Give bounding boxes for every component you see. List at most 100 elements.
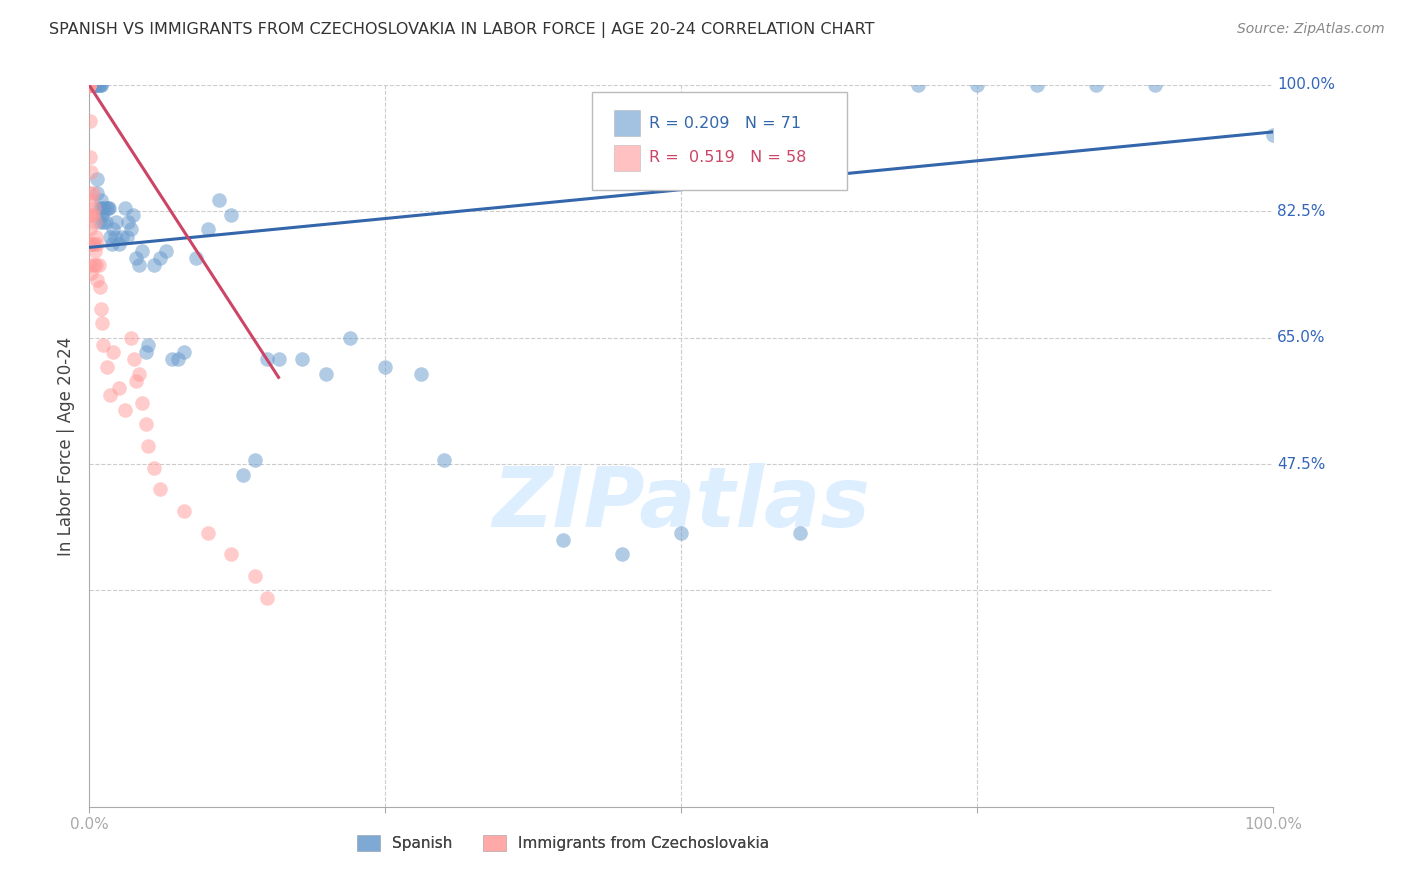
Point — [136, 439, 159, 453]
Point — [79, 208, 101, 222]
Point — [120, 331, 142, 345]
Point — [96, 359, 118, 374]
Point — [84, 244, 107, 258]
Point — [107, 236, 129, 251]
Point — [100, 236, 122, 251]
Point — [256, 352, 278, 367]
Point — [409, 367, 432, 381]
Point — [79, 259, 101, 273]
Point — [90, 194, 112, 208]
Legend: Spanish, Immigrants from Czechoslovakia: Spanish, Immigrants from Czechoslovakia — [350, 829, 775, 857]
Point — [125, 251, 148, 265]
Point — [730, 164, 752, 178]
Bar — [614, 111, 640, 136]
Point — [97, 201, 120, 215]
Point — [105, 215, 128, 229]
FancyBboxPatch shape — [592, 92, 846, 190]
Point — [149, 251, 172, 265]
Point — [135, 345, 157, 359]
Point — [131, 395, 153, 409]
Point — [91, 316, 114, 330]
Point — [89, 280, 111, 294]
Point — [82, 236, 104, 251]
Point — [90, 78, 112, 92]
Point — [167, 352, 190, 367]
Point — [966, 78, 988, 92]
Point — [136, 338, 159, 352]
Point — [114, 402, 136, 417]
Point — [219, 547, 242, 561]
Point — [93, 201, 115, 215]
Point — [80, 266, 103, 280]
Point — [256, 591, 278, 605]
Point — [143, 259, 166, 273]
Point — [79, 114, 101, 128]
Point — [232, 467, 254, 482]
Y-axis label: In Labor Force | Age 20-24: In Labor Force | Age 20-24 — [58, 336, 75, 556]
Point — [291, 352, 314, 367]
Point — [374, 359, 396, 374]
Point — [100, 388, 122, 402]
Point — [80, 194, 103, 208]
Point — [82, 186, 104, 201]
Point — [125, 374, 148, 388]
Point — [77, 78, 100, 92]
Point — [77, 78, 100, 92]
Text: 100.0%: 100.0% — [1277, 78, 1336, 93]
Point — [243, 569, 266, 583]
Point — [84, 229, 107, 244]
Point — [1084, 78, 1107, 92]
Point — [135, 417, 157, 432]
Point — [143, 460, 166, 475]
Point — [83, 259, 105, 273]
Point — [80, 236, 103, 251]
Text: Source: ZipAtlas.com: Source: ZipAtlas.com — [1237, 22, 1385, 37]
Point — [77, 78, 100, 92]
Bar — [614, 145, 640, 171]
Point — [208, 194, 231, 208]
Point — [77, 78, 100, 92]
Point — [128, 259, 150, 273]
Point — [79, 222, 101, 236]
Point — [907, 78, 929, 92]
Text: 47.5%: 47.5% — [1277, 457, 1326, 472]
Point — [94, 215, 117, 229]
Point — [86, 171, 108, 186]
Point — [131, 244, 153, 258]
Point — [104, 229, 127, 244]
Point — [77, 78, 100, 92]
Point — [80, 164, 103, 178]
Text: 82.5%: 82.5% — [1277, 203, 1326, 219]
Point — [160, 352, 183, 367]
Point — [243, 453, 266, 467]
Point — [79, 150, 101, 164]
Point — [87, 78, 110, 92]
Point — [86, 236, 108, 251]
Point — [79, 186, 101, 201]
Point — [83, 78, 105, 92]
Point — [1144, 78, 1167, 92]
Point — [433, 453, 456, 467]
Point — [128, 367, 150, 381]
Point — [77, 78, 100, 92]
Point — [82, 208, 104, 222]
Point — [80, 208, 103, 222]
Point — [219, 208, 242, 222]
Point — [122, 352, 145, 367]
Text: R =  0.519   N = 58: R = 0.519 N = 58 — [650, 151, 807, 165]
Point — [83, 236, 105, 251]
Point — [1263, 128, 1285, 143]
Point — [84, 78, 107, 92]
Point — [149, 483, 172, 497]
Point — [83, 201, 105, 215]
Text: 65.0%: 65.0% — [1277, 330, 1326, 345]
Point — [84, 78, 107, 92]
Point — [173, 345, 195, 359]
Point — [86, 273, 108, 287]
Point — [789, 525, 811, 540]
Point — [107, 381, 129, 395]
Point — [267, 352, 290, 367]
Point — [117, 215, 139, 229]
Point — [120, 222, 142, 236]
Point — [86, 186, 108, 201]
